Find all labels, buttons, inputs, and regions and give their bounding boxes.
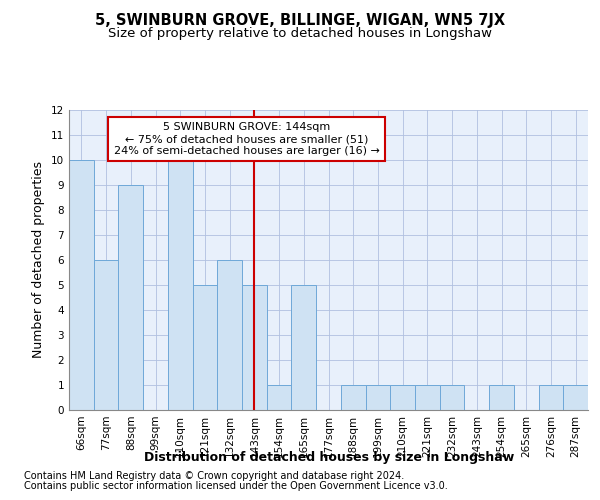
Text: 5, SWINBURN GROVE, BILLINGE, WIGAN, WN5 7JX: 5, SWINBURN GROVE, BILLINGE, WIGAN, WN5 … [95,12,505,28]
Y-axis label: Number of detached properties: Number of detached properties [32,162,46,358]
Bar [539,385,563,410]
Bar [242,285,267,410]
Bar [440,385,464,410]
Text: Distribution of detached houses by size in Longshaw: Distribution of detached houses by size … [143,451,514,464]
Text: Contains public sector information licensed under the Open Government Licence v3: Contains public sector information licen… [24,481,448,491]
Bar [563,385,588,410]
Bar [217,260,242,410]
Bar [390,385,415,410]
Bar [292,285,316,410]
Bar [415,385,440,410]
Bar [267,385,292,410]
Bar [168,160,193,410]
Bar [69,160,94,410]
Text: Size of property relative to detached houses in Longshaw: Size of property relative to detached ho… [108,28,492,40]
Text: Contains HM Land Registry data © Crown copyright and database right 2024.: Contains HM Land Registry data © Crown c… [24,471,404,481]
Bar [341,385,365,410]
Bar [94,260,118,410]
Bar [489,385,514,410]
Bar [365,385,390,410]
Text: 5 SWINBURN GROVE: 144sqm
← 75% of detached houses are smaller (51)
24% of semi-d: 5 SWINBURN GROVE: 144sqm ← 75% of detach… [114,122,380,156]
Bar [118,185,143,410]
Bar [193,285,217,410]
